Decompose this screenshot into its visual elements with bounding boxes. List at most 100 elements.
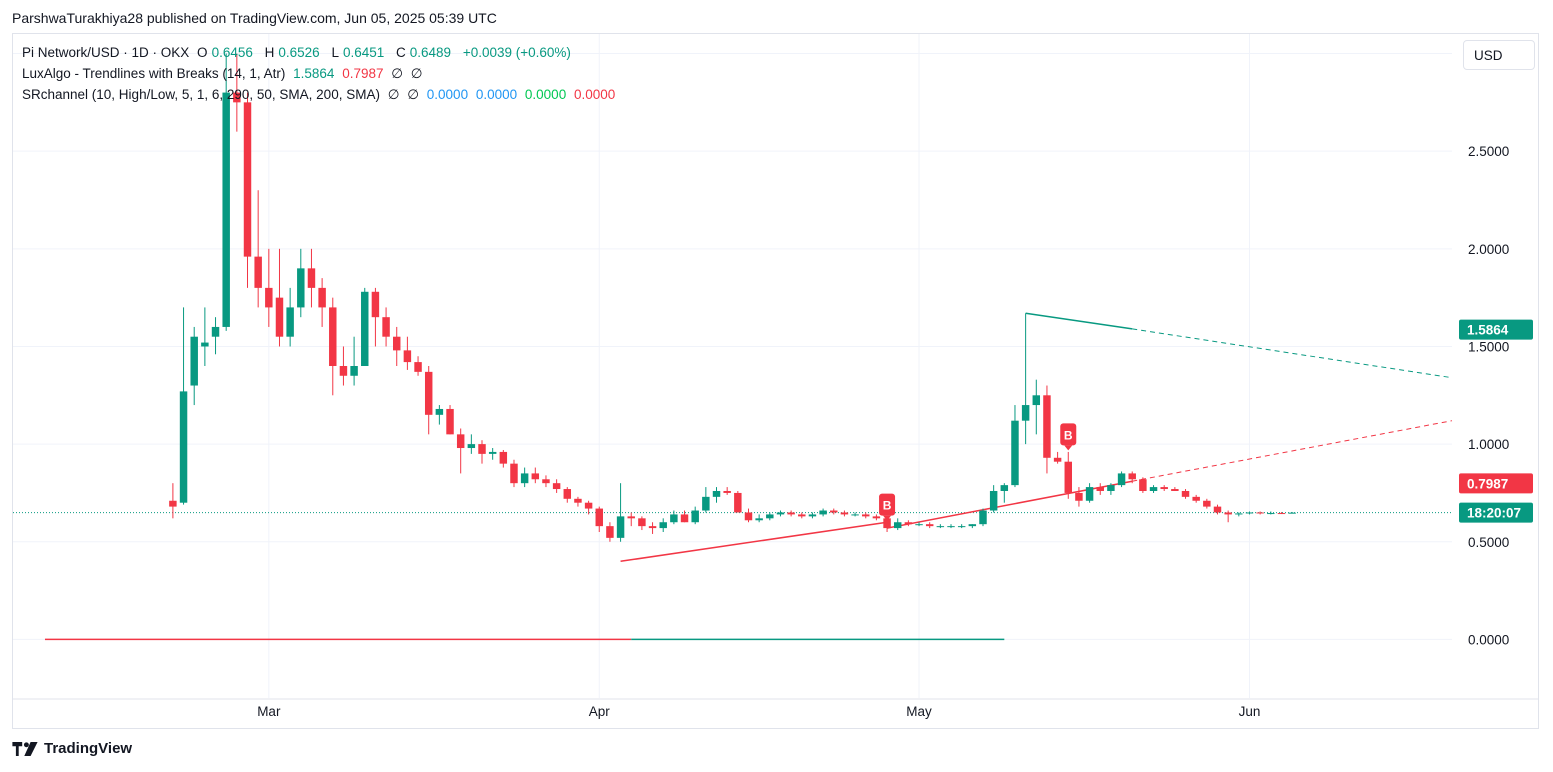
candle-body — [744, 512, 753, 521]
candle-body — [734, 492, 742, 513]
candle-body — [286, 307, 294, 337]
legend-srchannel-row[interactable]: SRchannel (10, High/Low, 5, 1, 6, 290, 5… — [22, 87, 619, 103]
candle-body — [233, 92, 241, 103]
candle-body — [627, 516, 635, 519]
candle-body — [169, 500, 177, 507]
candle-body — [1277, 513, 1286, 515]
candle-body — [819, 510, 827, 515]
candle-body — [776, 512, 785, 515]
trendline-resistance — [1025, 312, 1133, 330]
y-tick-label: 0.0000 — [1468, 632, 1509, 647]
price-label-box — [1459, 319, 1533, 340]
candle-body — [1224, 512, 1232, 515]
candle-body — [1064, 461, 1072, 493]
srchannel-value-2: 0.0000 — [475, 87, 518, 102]
candle-body — [201, 342, 209, 347]
candle-body — [563, 489, 572, 499]
candle-body — [424, 371, 433, 415]
trendline-support2 — [886, 480, 1133, 529]
candle-body — [798, 514, 806, 517]
candle-body — [1085, 487, 1094, 501]
candle-body — [1149, 487, 1158, 491]
candle-body — [1117, 473, 1126, 486]
candle-body — [766, 514, 774, 519]
currency-button[interactable]: USD — [1463, 40, 1535, 70]
candle-body — [318, 287, 326, 308]
candle-body — [712, 490, 721, 497]
candle-body — [691, 510, 699, 523]
y-tick-label: 2.5000 — [1468, 144, 1509, 159]
tradingview-brand: TradingView — [44, 740, 133, 757]
candle-body — [371, 291, 380, 318]
symbol-name[interactable]: Pi Network/USD · 1D · OKX — [22, 45, 190, 60]
price-label-box — [1459, 502, 1533, 523]
x-tick-label: May — [906, 704, 932, 719]
candle-body — [755, 518, 763, 521]
tradingview-logo-icon — [12, 741, 38, 756]
candle-body — [787, 512, 795, 515]
high-value: 0.6526 — [278, 45, 320, 60]
candle-body — [957, 526, 966, 528]
candle-body — [1032, 395, 1041, 406]
y-tick-label: 0.5000 — [1468, 535, 1509, 550]
srchannel-value-1: 0.0000 — [426, 87, 469, 102]
low-label: L — [331, 45, 339, 60]
chart-frame[interactable] — [12, 33, 1539, 729]
candle-body — [542, 479, 550, 484]
candle-body — [403, 350, 412, 363]
candle-body — [211, 326, 220, 337]
candle-body — [862, 514, 870, 517]
candle-body — [936, 526, 945, 528]
candle-body — [414, 362, 422, 372]
breakout-label-box — [1060, 423, 1077, 446]
candle-body — [1021, 405, 1030, 421]
tradingview-footer[interactable]: TradingView — [12, 740, 132, 757]
candle-body — [915, 524, 923, 526]
breakout-label-pointer — [1064, 445, 1073, 451]
candle-body — [339, 366, 348, 376]
close-label: C — [396, 45, 406, 60]
candle-body — [904, 522, 913, 525]
candle-body — [1213, 506, 1222, 513]
candle-body — [1267, 513, 1275, 515]
candle-body — [893, 522, 902, 529]
candle-body — [1107, 485, 1115, 491]
legend-luxalgo-row[interactable]: LuxAlgo - Trendlines with Breaks (14, 1,… — [22, 66, 427, 82]
breakout-label-text: B — [883, 499, 892, 513]
candle-body — [925, 524, 934, 527]
breakout-label-box — [879, 493, 896, 516]
candle-body — [723, 490, 731, 493]
candle-body — [510, 463, 518, 484]
high-label: H — [264, 45, 275, 60]
candle-body — [243, 102, 252, 257]
luxalgo-empty-1: ∅ — [391, 66, 404, 81]
srchannel-name[interactable]: SRchannel (10, High/Low, 5, 1, 6, 290, 5… — [22, 87, 380, 102]
candle-body — [947, 526, 955, 528]
srchannel-empty-1: ∅ — [387, 87, 400, 102]
candle-body — [307, 268, 316, 288]
change-value: +0.0039 (+0.60%) — [462, 45, 571, 60]
srchannel-empty-2: ∅ — [407, 87, 420, 102]
luxalgo-value-upper: 1.5864 — [293, 66, 335, 81]
candle-body — [1288, 512, 1296, 514]
candle-body — [659, 522, 667, 529]
price-label-text: 1.5864 — [1467, 323, 1509, 338]
price-label-text: 18:20:07 — [1467, 506, 1521, 521]
legend-symbol-row[interactable]: Pi Network/USD · 1D · OKX O 0.6456 H 0.652… — [22, 45, 575, 60]
candle-body — [393, 336, 401, 351]
luxalgo-name[interactable]: LuxAlgo - Trendlines with Breaks (14, 1,… — [22, 66, 286, 81]
candle-body — [1043, 395, 1051, 458]
close-value: 0.6489 — [409, 45, 452, 60]
candle-body — [456, 434, 465, 449]
candle-body — [1235, 513, 1243, 515]
candle-body — [499, 451, 508, 464]
trendline-extension-support2 — [1132, 420, 1453, 482]
y-tick-label: 1.0000 — [1468, 437, 1509, 452]
luxalgo-value-lower: 0.7987 — [342, 66, 384, 81]
candle-body — [1256, 512, 1264, 514]
low-value: 0.6451 — [342, 45, 385, 60]
candle-body — [488, 451, 497, 454]
candle-body — [1192, 496, 1200, 501]
trendline-support — [620, 521, 888, 563]
